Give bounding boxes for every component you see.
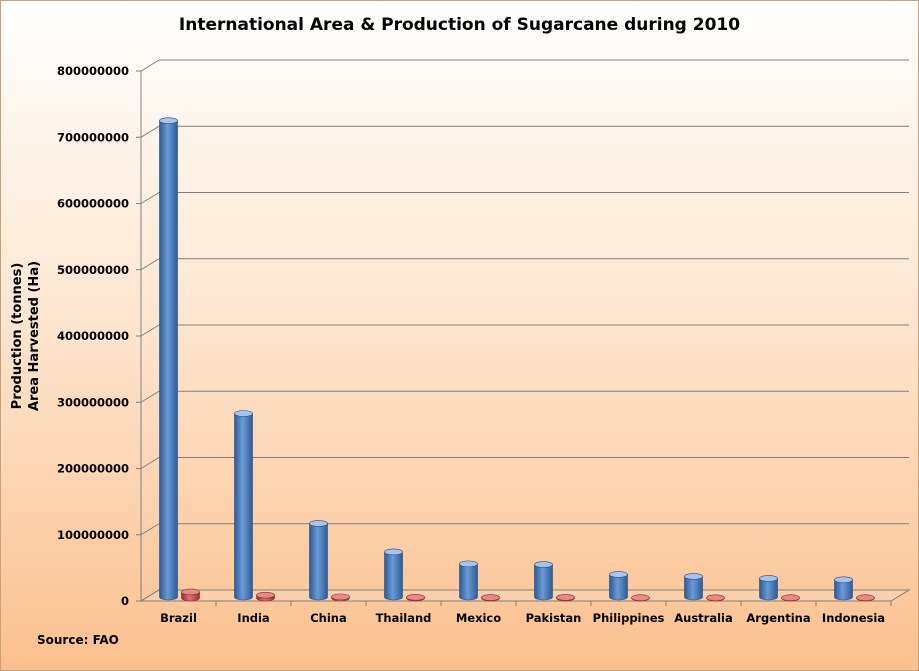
x-tick-label: Argentina (746, 611, 810, 625)
gridline-depth (140, 523, 160, 536)
x-tick-label: Australia (674, 611, 733, 625)
bar-production-china (309, 520, 328, 601)
bar-production-philippines (609, 571, 628, 601)
bar-area-mexico (481, 594, 500, 602)
bar-production-pakistan (534, 561, 553, 601)
x-tick-label: India (237, 611, 269, 625)
bar-area-china (331, 593, 350, 602)
gridline-depth (140, 457, 160, 469)
y-tick-label: 200000000 (57, 462, 129, 476)
bar-production-mexico (459, 560, 478, 601)
bar-area-indonesia (856, 594, 875, 602)
gridline-depth (140, 258, 160, 271)
x-tick-label: Thailand (376, 611, 432, 625)
gridline-depth (140, 324, 160, 337)
source-note: Source: FAO (37, 633, 119, 647)
bar-area-brazil (181, 588, 200, 602)
y-tick-label: 400000000 (57, 329, 129, 343)
y-tick-label: 100000000 (57, 528, 129, 542)
bar-production-indonesia (834, 576, 853, 601)
x-tick-label: Brazil (160, 611, 197, 625)
x-tick-label: Philippines (593, 611, 665, 625)
x-tick-label: Pakistan (526, 611, 582, 625)
gridline-depth (140, 192, 160, 204)
bar-area-thailand (406, 594, 425, 602)
plot-wall (141, 60, 909, 601)
y-tick-label: 800000000 (57, 64, 129, 78)
bar-area-australia (706, 594, 725, 602)
x-tick-label: Mexico (456, 611, 501, 625)
y-tick-label: 600000000 (57, 197, 129, 211)
x-tick-label: Indonesia (822, 611, 885, 625)
gridline-depth (140, 59, 160, 72)
bar-area-philippines (631, 594, 650, 602)
gridline-depth (140, 390, 160, 403)
bar-area-india (256, 591, 275, 602)
gridline-depth (140, 125, 160, 138)
bar-area-pakistan (556, 594, 575, 602)
y-tick-label: 700000000 (57, 130, 129, 144)
bar-production-argentina (759, 575, 778, 601)
chart-title: International Area & Production of Sugar… (178, 15, 741, 35)
bar-production-brazil (159, 117, 178, 601)
bar-production-india (234, 410, 253, 601)
bar-production-thailand (384, 548, 403, 601)
bar-area-argentina (781, 594, 800, 602)
y-tick-label: 500000000 (57, 263, 129, 277)
y-tick-label: 300000000 (57, 395, 129, 409)
x-tick-label: China (310, 611, 347, 625)
y-tick-label: 0 (121, 594, 129, 608)
bar-production-australia (684, 573, 703, 601)
